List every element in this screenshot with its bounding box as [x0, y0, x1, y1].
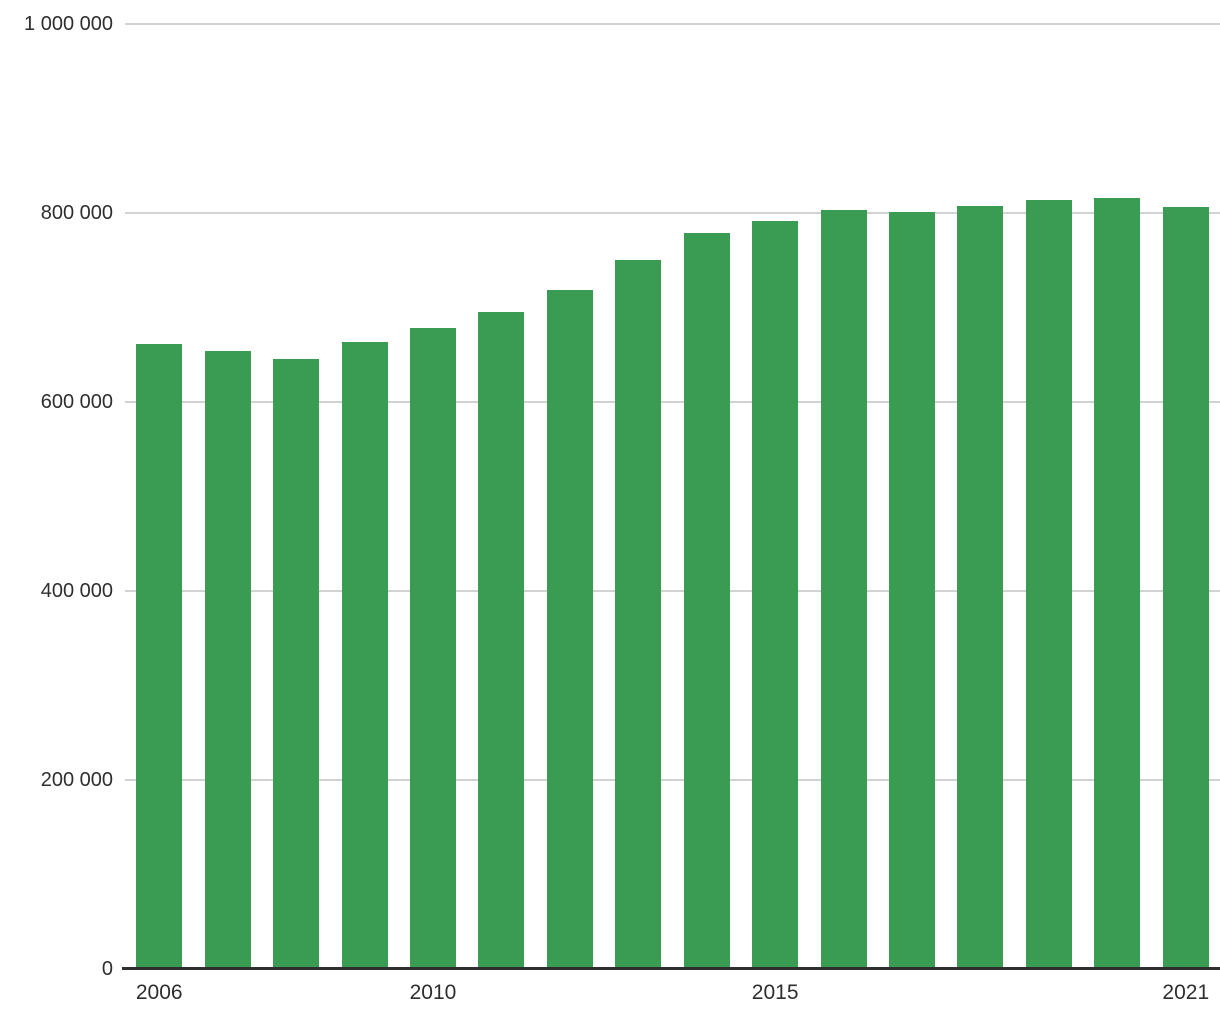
bar-2015: [752, 221, 799, 970]
bar-2007: [204, 351, 251, 970]
bar-2021: [1162, 206, 1209, 970]
y-tick-label: 400 000: [40, 579, 113, 602]
y-tick-label: 600 000: [40, 390, 113, 413]
bar-2018: [957, 205, 1004, 970]
y-tick-label: 200 000: [40, 768, 113, 791]
gridline-200000: [125, 778, 1220, 781]
bar-2010: [409, 327, 456, 970]
bar-2020: [1094, 198, 1141, 970]
bar-2019: [1025, 200, 1072, 970]
x-tick-label: 2006: [135, 981, 183, 1004]
x-tick-label: 2021: [1162, 981, 1210, 1004]
bar-2014: [683, 233, 730, 970]
gridline-400000: [125, 589, 1220, 592]
bar-2008: [273, 358, 320, 970]
y-tick-label: 0: [101, 957, 113, 980]
x-tick-label: 2015: [751, 981, 799, 1004]
x-axis-line: [122, 967, 1220, 970]
bar-2012: [546, 289, 593, 970]
gridline-800000: [125, 211, 1220, 214]
bar-2017: [889, 211, 936, 970]
y-tick-label: 800 000: [40, 201, 113, 224]
bar-2011: [478, 311, 525, 970]
bar-2016: [820, 209, 867, 970]
bar-2006: [136, 343, 183, 970]
gridline-600000: [125, 400, 1220, 403]
gridline-1000000: [125, 22, 1220, 25]
bar-2009: [341, 341, 388, 970]
y-tick-label: 1 000 000: [24, 12, 113, 35]
bar-2013: [615, 259, 662, 970]
x-tick-label: 2010: [409, 981, 457, 1004]
